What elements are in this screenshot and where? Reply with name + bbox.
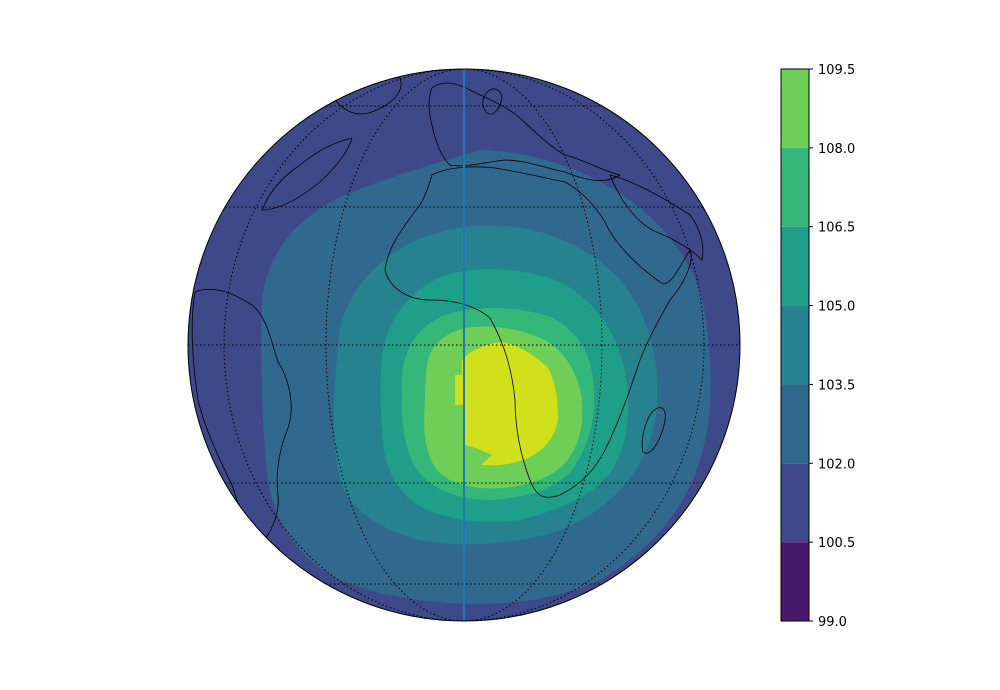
coastline-europe: [428, 82, 621, 181]
colorbar-segment: [781, 463, 809, 543]
colorbar-tick-label: 103.5: [818, 378, 855, 393]
globe-outline: [187, 68, 741, 622]
colorbar-segment: [781, 305, 809, 385]
globe: [187, 68, 741, 622]
contour-field: [188, 69, 740, 621]
colorbar-tick-label: 109.5: [818, 63, 855, 78]
contour-band: [455, 375, 463, 405]
colorbar-segment: [781, 226, 809, 306]
contour-band: [462, 342, 558, 466]
coastline-africa: [384, 166, 692, 498]
colorbar-ticks: 99.0 100.5 102.0 103.5 105.0 106.5 108.0 109.5: [809, 63, 855, 630]
colorbar-tick-label: 106.5: [818, 221, 855, 236]
colorbar-tick-label: 105.0: [818, 300, 855, 315]
coastline-madagascar: [641, 407, 666, 454]
coastline-british-isles: [482, 88, 503, 115]
colorbar-segment: [781, 384, 809, 464]
colorbar: 99.0 100.5 102.0 103.5 105.0 106.5 108.0 109.5: [780, 63, 855, 630]
colorbar-segment: [781, 542, 809, 621]
coastline-south-america: [191, 288, 292, 546]
colorbar-tick-label: 102.0: [818, 457, 855, 472]
colorbar-segment: [781, 69, 809, 148]
colorbar-tick-label: 108.0: [818, 142, 855, 157]
colorbar-segment: [781, 147, 809, 227]
coastline-arabia: [609, 174, 704, 261]
colorbar-segments: [781, 69, 809, 621]
coastlines: [191, 77, 704, 546]
colorbar-outline: [780, 68, 810, 622]
colorbar-tick-label: 99.0: [818, 615, 847, 630]
colorbar-tick-label: 100.5: [818, 536, 855, 551]
coastline-north-america: [261, 137, 353, 211]
